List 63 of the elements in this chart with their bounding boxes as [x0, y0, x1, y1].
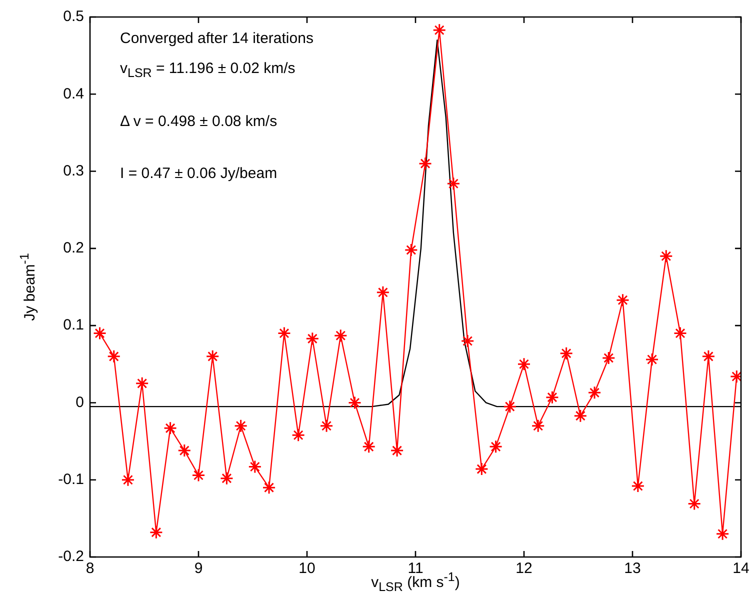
- annotation: v$_{LSR}$ = 11.196 ± 0.02 km/s: [120, 60, 296, 80]
- point: [545, 390, 559, 404]
- y-tick-label: 0.2: [63, 240, 84, 257]
- point: [588, 386, 602, 400]
- y-tick-label: 0.1: [63, 316, 84, 334]
- point: [135, 376, 149, 390]
- y-tick-label: -0.2: [58, 548, 84, 566]
- point: [517, 357, 531, 371]
- point: [220, 472, 234, 486]
- annotation: Δ v = 0.498 ± 0.08 km/s: [120, 113, 278, 130]
- point: [234, 419, 248, 433]
- point: [460, 334, 474, 348]
- y-tick-label: 0.4: [63, 85, 84, 102]
- point: [716, 527, 730, 541]
- point: [107, 350, 121, 364]
- point: [248, 460, 262, 474]
- point: [474, 462, 488, 476]
- point: [292, 428, 306, 442]
- point: [503, 400, 517, 414]
- point: [320, 419, 334, 433]
- point: [334, 328, 348, 342]
- point: [93, 326, 107, 340]
- point: [277, 326, 291, 340]
- x-tick-label: 14: [732, 560, 750, 578]
- point: [206, 350, 220, 364]
- point: [404, 243, 418, 257]
- point: [616, 293, 630, 307]
- point: [602, 351, 616, 365]
- point: [262, 480, 276, 494]
- point: [531, 419, 545, 433]
- x-tick-label: 12: [516, 560, 532, 578]
- annotation: Converged after 14 iterations: [120, 30, 314, 47]
- point: [489, 440, 503, 454]
- point: [560, 346, 574, 360]
- point: [121, 473, 135, 487]
- point: [306, 332, 320, 346]
- annotation: I = 0.47 ± 0.06 Jy/beam: [120, 165, 278, 182]
- point: [178, 444, 192, 458]
- x-tick-label: 8: [86, 560, 94, 578]
- point: [192, 468, 206, 482]
- point: [659, 249, 673, 263]
- point: [446, 176, 460, 190]
- point: [432, 23, 446, 37]
- point: [418, 156, 432, 170]
- x-tick-label: 13: [624, 560, 641, 578]
- point: [673, 326, 687, 340]
- point: [362, 440, 376, 454]
- x-tick-label: 9: [194, 560, 203, 578]
- point: [348, 396, 362, 410]
- point: [631, 479, 645, 493]
- point: [645, 352, 659, 366]
- point: [390, 444, 404, 458]
- point: [376, 286, 390, 300]
- point: [574, 409, 588, 423]
- y-tick-label: 0: [76, 394, 84, 411]
- x-tick-label: 10: [298, 560, 316, 578]
- point: [149, 526, 163, 540]
- y-tick-label: 0.5: [63, 8, 84, 26]
- point: [164, 421, 178, 435]
- point: [702, 350, 716, 364]
- y-tick-label: 0.3: [63, 162, 84, 180]
- y-tick-label: -0.1: [58, 471, 84, 488]
- point: [688, 497, 702, 511]
